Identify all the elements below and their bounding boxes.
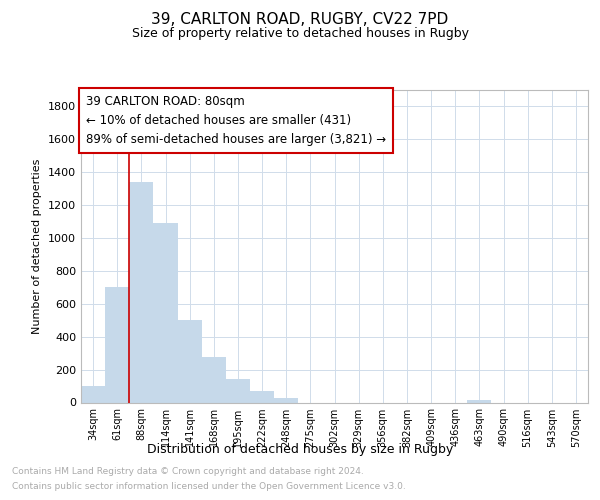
Bar	[154, 223, 178, 402]
Bar	[129, 182, 154, 402]
Bar	[81, 386, 105, 402]
Bar	[202, 358, 226, 403]
Text: Contains public sector information licensed under the Open Government Licence v3: Contains public sector information licen…	[12, 482, 406, 491]
Y-axis label: Number of detached properties: Number of detached properties	[32, 158, 43, 334]
Bar	[105, 288, 129, 403]
Text: 39, CARLTON ROAD, RUGBY, CV22 7PD: 39, CARLTON ROAD, RUGBY, CV22 7PD	[151, 12, 449, 28]
Bar	[250, 391, 274, 402]
Bar	[226, 380, 250, 402]
Bar	[274, 398, 298, 402]
Text: Contains HM Land Registry data © Crown copyright and database right 2024.: Contains HM Land Registry data © Crown c…	[12, 467, 364, 476]
Bar	[467, 400, 491, 402]
Text: Size of property relative to detached houses in Rugby: Size of property relative to detached ho…	[131, 28, 469, 40]
Bar	[178, 320, 202, 402]
Text: Distribution of detached houses by size in Rugby: Distribution of detached houses by size …	[147, 442, 453, 456]
Text: 39 CARLTON ROAD: 80sqm
← 10% of detached houses are smaller (431)
89% of semi-de: 39 CARLTON ROAD: 80sqm ← 10% of detached…	[86, 95, 386, 146]
